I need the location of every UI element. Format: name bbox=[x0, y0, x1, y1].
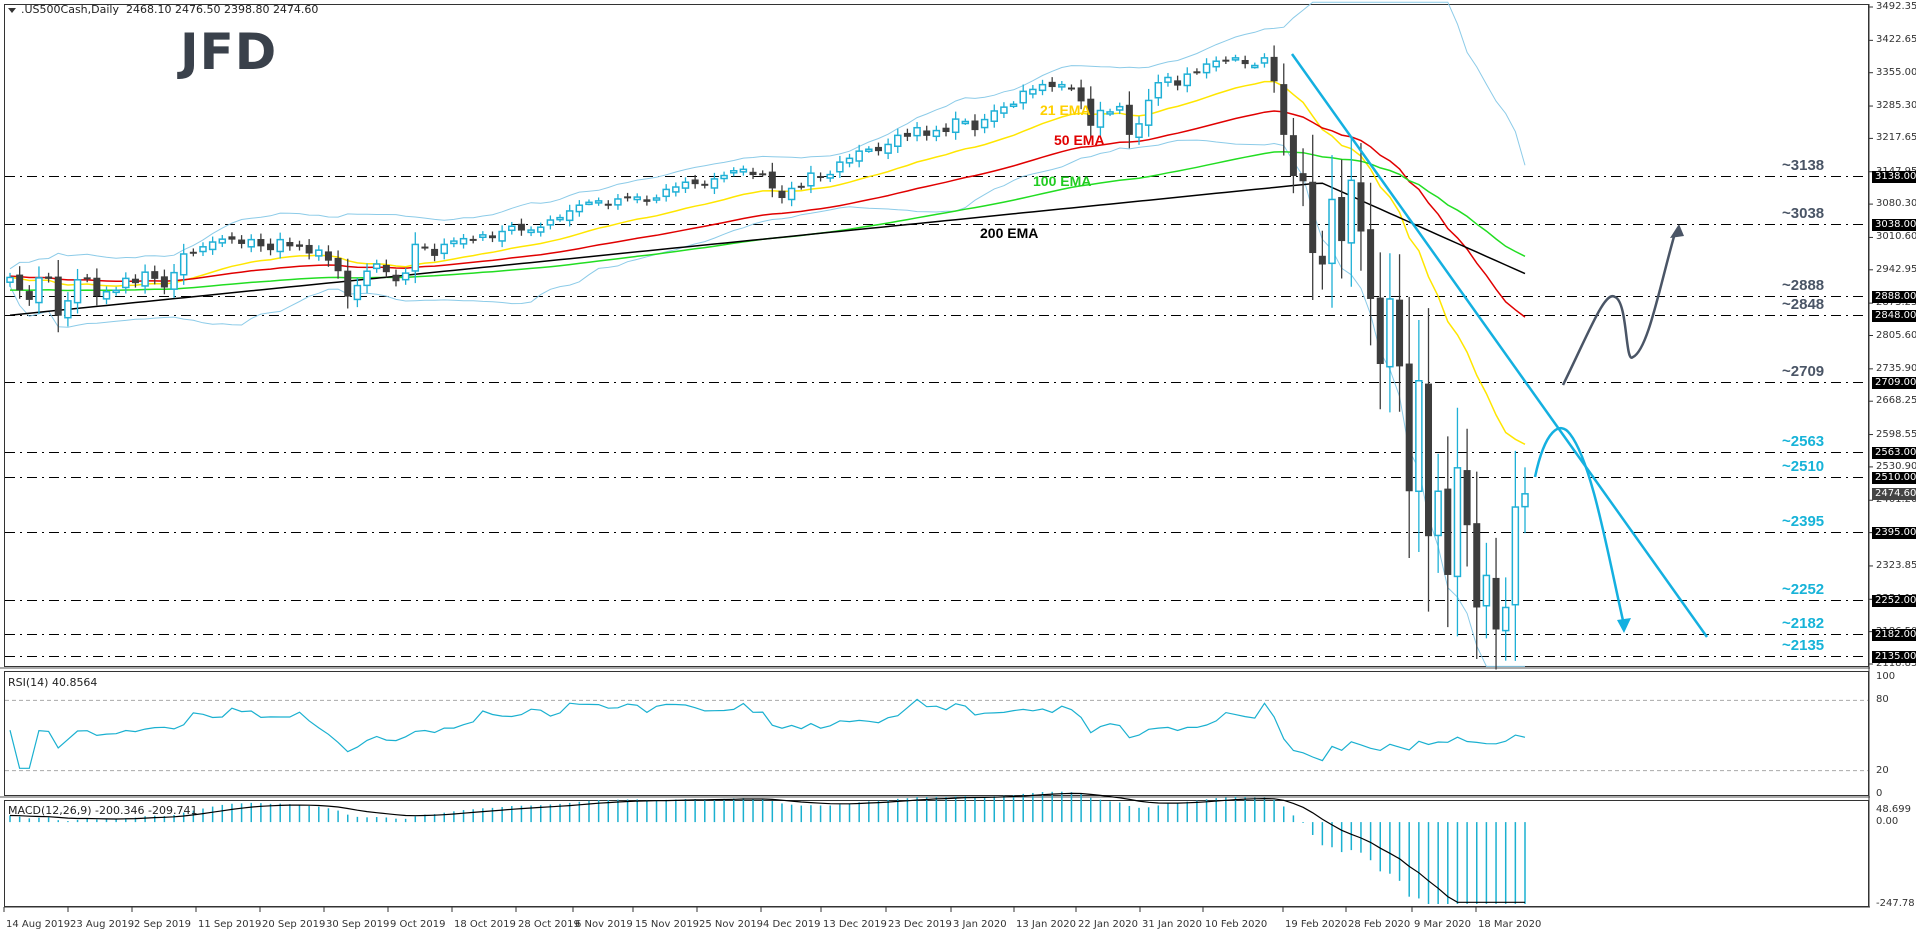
level-label: ~2888 bbox=[1782, 276, 1825, 294]
date-tick-label: 28 Oct 2019 bbox=[518, 919, 580, 930]
date-tick-label: 2 Sep 2019 bbox=[134, 919, 192, 930]
moving-averages bbox=[9, 80, 1526, 445]
date-tick-label: 6 Nov 2019 bbox=[575, 919, 633, 930]
macd-tick-label: 48.699 bbox=[1876, 804, 1911, 815]
price-tick-label: 3422.65 bbox=[1876, 34, 1916, 46]
candlesticks bbox=[6, 45, 1529, 670]
bollinger-bands bbox=[9, 1, 1526, 667]
ohlc-values: 2468.10 2476.50 2398.80 2474.60 bbox=[125, 3, 319, 16]
level-label: ~2510 bbox=[1782, 457, 1825, 475]
price-tick-label: 2530.90 bbox=[1876, 460, 1916, 472]
trendline[interactable] bbox=[1290, 53, 1709, 638]
level-label: ~2252 bbox=[1782, 580, 1825, 598]
support-resistance-levels bbox=[5, 176, 1868, 657]
rsi-panel-frame bbox=[4, 671, 1869, 796]
ema-label: 200 EMA bbox=[980, 225, 1039, 241]
price-tick-label: 2668.25 bbox=[1876, 395, 1916, 407]
price-tick-label: 2323.85 bbox=[1876, 559, 1916, 571]
ema-label: 21 EMA bbox=[1040, 102, 1091, 118]
date-tick-label: 4 Dec 2019 bbox=[763, 919, 821, 930]
date-tick-label: 25 Nov 2019 bbox=[699, 919, 764, 930]
date-tick-label: 22 Jan 2020 bbox=[1078, 919, 1138, 930]
rsi-tick-label: 80 bbox=[1876, 694, 1889, 706]
ema-label: 100 EMA bbox=[1033, 173, 1092, 189]
level-label: ~2182 bbox=[1782, 614, 1825, 632]
macd-tick-label: -247.78 bbox=[1876, 898, 1915, 909]
date-tick-label: 13 Dec 2019 bbox=[823, 919, 887, 930]
date-tick-label: 11 Sep 2019 bbox=[198, 919, 262, 930]
date-tick-label: 10 Feb 2020 bbox=[1205, 919, 1268, 930]
date-tick-label: 9 Oct 2019 bbox=[390, 919, 446, 930]
date-tick-label: 23 Dec 2019 bbox=[888, 919, 952, 930]
rsi-line bbox=[5, 698, 1868, 772]
level-price-box: 2395.00 bbox=[1872, 526, 1916, 539]
level-price-box: 2709.00 bbox=[1872, 376, 1916, 389]
price-tick-label: 2598.55 bbox=[1876, 428, 1916, 440]
level-label: ~2395 bbox=[1782, 512, 1825, 530]
level-price-box: 3138.00 bbox=[1872, 170, 1916, 183]
price-axis-ticks bbox=[1868, 4, 1873, 907]
macd-tick-label: 0.00 bbox=[1876, 816, 1899, 828]
rsi-tick-label: 100 bbox=[1876, 671, 1896, 682]
level-price-box: 2888.00 bbox=[1872, 290, 1916, 303]
price-tick-label: 2805.60 bbox=[1876, 329, 1916, 341]
date-tick-label: 31 Jan 2020 bbox=[1142, 919, 1202, 930]
level-price-box: 2848.00 bbox=[1872, 309, 1916, 322]
price-tick-label: 3010.60 bbox=[1876, 231, 1916, 243]
date-tick-label: 28 Feb 2020 bbox=[1348, 919, 1411, 930]
level-price-box: 3038.00 bbox=[1872, 218, 1916, 231]
rsi-tick-label: 20 bbox=[1876, 764, 1889, 776]
chart-header[interactable]: .US500Cash,Daily 2468.10 2476.50 2398.80… bbox=[8, 3, 318, 16]
level-label: ~2563 bbox=[1782, 432, 1825, 450]
price-tick-label: 2942.95 bbox=[1876, 263, 1916, 275]
level-price-box: 2563.00 bbox=[1872, 446, 1916, 459]
price-tick-label: 3285.30 bbox=[1876, 100, 1916, 112]
current-price-box: 2474.60 bbox=[1872, 487, 1916, 500]
level-label: ~2848 bbox=[1782, 295, 1825, 313]
date-tick-label: 19 Feb 2020 bbox=[1285, 919, 1348, 930]
date-tick-label: 30 Sep 2019 bbox=[326, 919, 390, 930]
level-label: ~3138 bbox=[1782, 156, 1825, 174]
macd-label: MACD(12,26,9) -200.346 -209.741 bbox=[8, 804, 198, 817]
price-tick-label: 2118.85 bbox=[1876, 658, 1916, 669]
rsi-tick-label: 0 bbox=[1876, 788, 1883, 799]
price-tick-label: 3217.65 bbox=[1876, 132, 1916, 144]
price-tick-label: 3355.00 bbox=[1876, 66, 1916, 78]
main-panel-frame bbox=[4, 4, 1869, 667]
ema-label: 50 EMA bbox=[1054, 132, 1105, 148]
date-axis-ticks bbox=[3, 907, 1477, 912]
date-tick-label: 9 Mar 2020 bbox=[1414, 919, 1472, 930]
level-label: ~2135 bbox=[1782, 636, 1825, 654]
scenario-arrows bbox=[1533, 224, 1684, 633]
level-price-box: 2182.00 bbox=[1872, 628, 1916, 641]
level-price-box: 2510.00 bbox=[1872, 471, 1916, 484]
level-label: ~3038 bbox=[1782, 204, 1825, 222]
date-tick-label: 13 Jan 2020 bbox=[1016, 919, 1076, 930]
date-tick-label: 23 Aug 2019 bbox=[70, 919, 135, 930]
symbol-label: .US500Cash,Daily bbox=[21, 3, 119, 16]
date-tick-label: 3 Jan 2020 bbox=[953, 919, 1007, 930]
price-tick-label: 3080.30 bbox=[1876, 198, 1916, 210]
dropdown-triangle-icon[interactable] bbox=[8, 7, 16, 13]
date-tick-label: 18 Mar 2020 bbox=[1478, 919, 1542, 930]
level-price-box: 2135.00 bbox=[1872, 650, 1916, 663]
date-tick-label: 15 Nov 2019 bbox=[635, 919, 700, 930]
rsi-label: RSI(14) 40.8564 bbox=[8, 676, 98, 689]
level-price-box: 2252.00 bbox=[1872, 594, 1916, 607]
jfd-logo: JFD bbox=[180, 23, 278, 81]
price-tick-label: 2735.90 bbox=[1876, 362, 1916, 374]
level-label: ~2709 bbox=[1782, 362, 1825, 380]
price-tick-label: 2873.25 bbox=[1876, 297, 1916, 309]
macd-histogram bbox=[9, 791, 1526, 904]
price-tick-label: 3492.35 bbox=[1876, 1, 1916, 12]
date-tick-label: 18 Oct 2019 bbox=[454, 919, 516, 930]
date-tick-label: 14 Aug 2019 bbox=[6, 919, 71, 930]
date-tick-label: 20 Sep 2019 bbox=[262, 919, 326, 930]
